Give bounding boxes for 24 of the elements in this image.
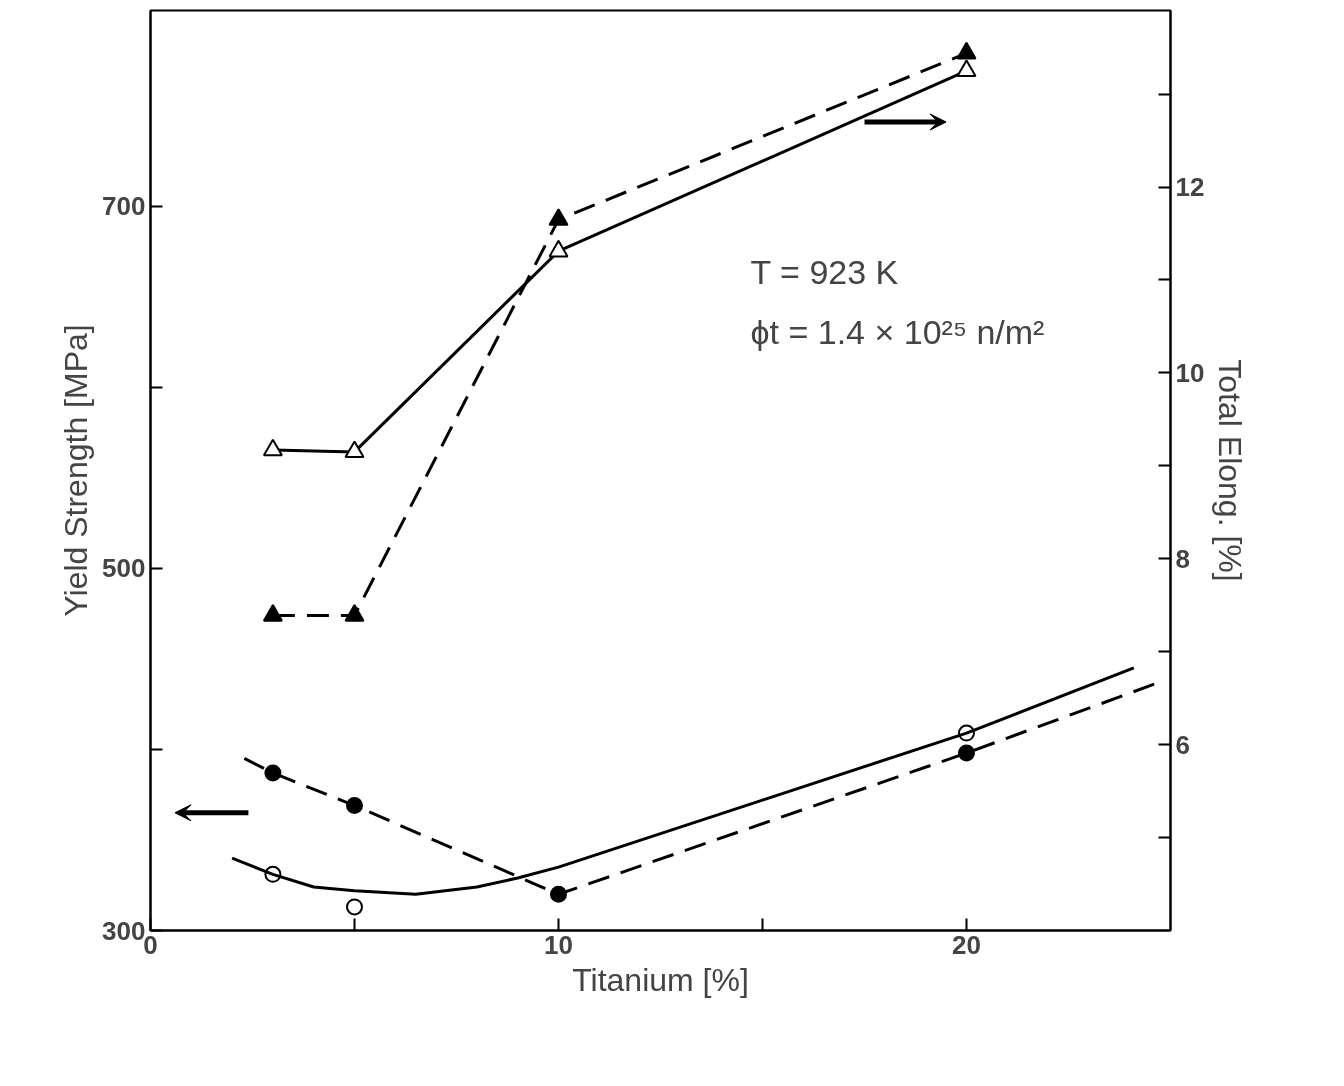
point [264, 764, 282, 782]
point [344, 440, 365, 459]
y2-tick-label: 12 [1175, 172, 1205, 203]
point [344, 604, 365, 622]
point [346, 898, 363, 916]
point [548, 239, 569, 258]
point [956, 41, 977, 60]
point [262, 438, 283, 457]
point [958, 744, 975, 762]
annotation: ϕt = 1.4 × 10²⁵ n/m² [750, 312, 1045, 351]
y-tick-label: 500 [102, 553, 146, 584]
y2-tick-label: 6 [1175, 729, 1190, 760]
y2-tick-label: 8 [1175, 543, 1190, 574]
y-axis-title: Yield Strength [MPa] [58, 324, 95, 617]
x-tick-label: 10 [544, 929, 573, 960]
y-tick-label: 700 [102, 191, 146, 222]
point [548, 208, 569, 226]
y2-tick-label: 10 [1175, 357, 1205, 388]
annotation: T = 923 K [750, 252, 899, 291]
x-axis-title: Titanium [%] [572, 961, 749, 998]
point [956, 59, 977, 78]
x-tick-label: 20 [952, 929, 981, 960]
y2-axis-title: Total Elong. [%] [1212, 359, 1249, 582]
point [262, 604, 283, 622]
